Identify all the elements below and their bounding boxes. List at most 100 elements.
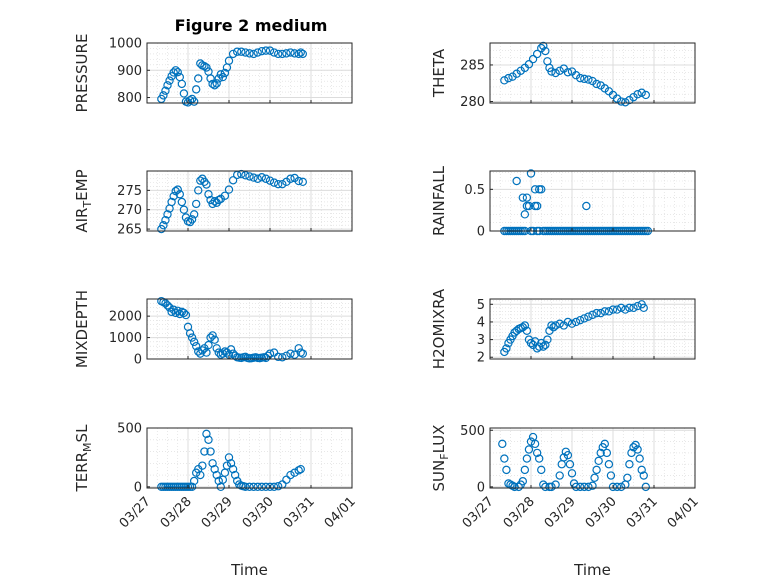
data-point <box>543 335 552 344</box>
y-tick-label: 270 <box>117 203 142 218</box>
data-point <box>537 185 546 194</box>
data-point <box>189 210 199 219</box>
data-point <box>294 176 303 186</box>
data-point <box>555 319 564 328</box>
data-point <box>641 90 651 100</box>
data-point <box>189 97 199 106</box>
data-point <box>274 352 283 362</box>
data-point <box>551 68 560 78</box>
y-tick-label: 2000 <box>109 310 142 325</box>
data-point <box>563 450 573 460</box>
subplot-theta: 280 285 THETA <box>430 41 696 110</box>
data-point <box>518 477 528 486</box>
data-point <box>633 445 642 454</box>
figure-title: Figure 2 medium <box>175 16 328 35</box>
data-point <box>639 303 648 313</box>
data-point <box>191 85 201 94</box>
data-point <box>580 482 589 492</box>
y-axis-label: H2OMIXRA <box>430 288 448 369</box>
data-point <box>177 79 187 89</box>
y-axis-label-main: RAINFALL <box>430 165 448 236</box>
data-point <box>588 310 597 320</box>
data-point <box>524 60 534 69</box>
data-point <box>278 353 287 362</box>
data-point <box>257 46 266 56</box>
data-point <box>290 49 299 58</box>
y-axis-label-main: AIR <box>73 208 91 233</box>
data-point <box>502 344 511 353</box>
data-point <box>214 348 223 357</box>
data-point <box>294 49 303 59</box>
data-point <box>185 96 195 105</box>
data-point <box>541 46 550 56</box>
data-point <box>530 439 540 449</box>
data-point <box>257 172 266 182</box>
data-point <box>532 49 542 59</box>
data-point <box>191 341 201 351</box>
y-tick-label: 275 <box>117 184 142 199</box>
data-point <box>210 335 219 344</box>
data-point <box>265 176 275 185</box>
data-point <box>535 454 544 463</box>
data-point <box>530 185 540 194</box>
y-tick-label: 265 <box>117 223 142 238</box>
data-point <box>596 308 605 318</box>
data-point <box>228 49 238 59</box>
data-point <box>639 471 648 480</box>
data-point <box>171 308 180 318</box>
data-point <box>167 307 176 317</box>
data-point <box>532 201 542 211</box>
data-point <box>524 445 534 454</box>
data-point <box>241 48 250 57</box>
data-point <box>187 333 197 342</box>
data-point <box>212 79 221 88</box>
y-tick-label: 3 <box>477 333 485 348</box>
subplot-air-temp: 265 270 275 AIRTEMP <box>73 169 353 238</box>
y-tick-label: 500 <box>117 422 142 437</box>
data-point <box>612 305 622 314</box>
data-point <box>588 481 597 490</box>
data-point <box>261 174 271 183</box>
data-point <box>212 344 221 353</box>
data-point <box>249 482 258 492</box>
data-point <box>257 482 266 492</box>
data-point <box>606 471 616 480</box>
data-point <box>520 210 530 219</box>
data-point <box>590 473 599 483</box>
data-point <box>173 67 182 77</box>
data-point <box>220 68 230 78</box>
data-point <box>584 75 593 84</box>
data-point <box>571 317 581 327</box>
data-point <box>224 453 234 462</box>
data-point <box>298 49 307 59</box>
y-tick-label: 280 <box>460 95 485 110</box>
data-point <box>559 453 569 462</box>
subplot-rainfall: 0 0.5 RAINFALL <box>430 165 696 240</box>
data-point <box>296 464 305 474</box>
data-point <box>541 482 550 492</box>
y-tick-label: 2 <box>477 351 485 366</box>
data-point <box>637 88 646 97</box>
data-point <box>206 333 215 342</box>
data-point <box>563 317 573 327</box>
data-point <box>208 79 217 89</box>
data-point <box>241 482 250 492</box>
data-point <box>286 48 295 57</box>
data-point <box>532 448 542 458</box>
data-point <box>502 465 511 475</box>
data-point <box>592 79 601 89</box>
data-point <box>547 482 556 492</box>
data-point <box>629 443 638 452</box>
data-point <box>206 74 215 83</box>
data-point <box>226 345 236 354</box>
data-point <box>253 482 262 492</box>
data-point <box>592 465 601 475</box>
data-point <box>298 349 307 358</box>
data-point <box>237 47 246 56</box>
data-point <box>187 215 197 224</box>
data-point <box>185 329 195 338</box>
data-point <box>526 169 536 178</box>
data-point <box>220 191 230 200</box>
data-point <box>286 470 295 480</box>
y-axis-label-subscript: T <box>81 201 94 209</box>
